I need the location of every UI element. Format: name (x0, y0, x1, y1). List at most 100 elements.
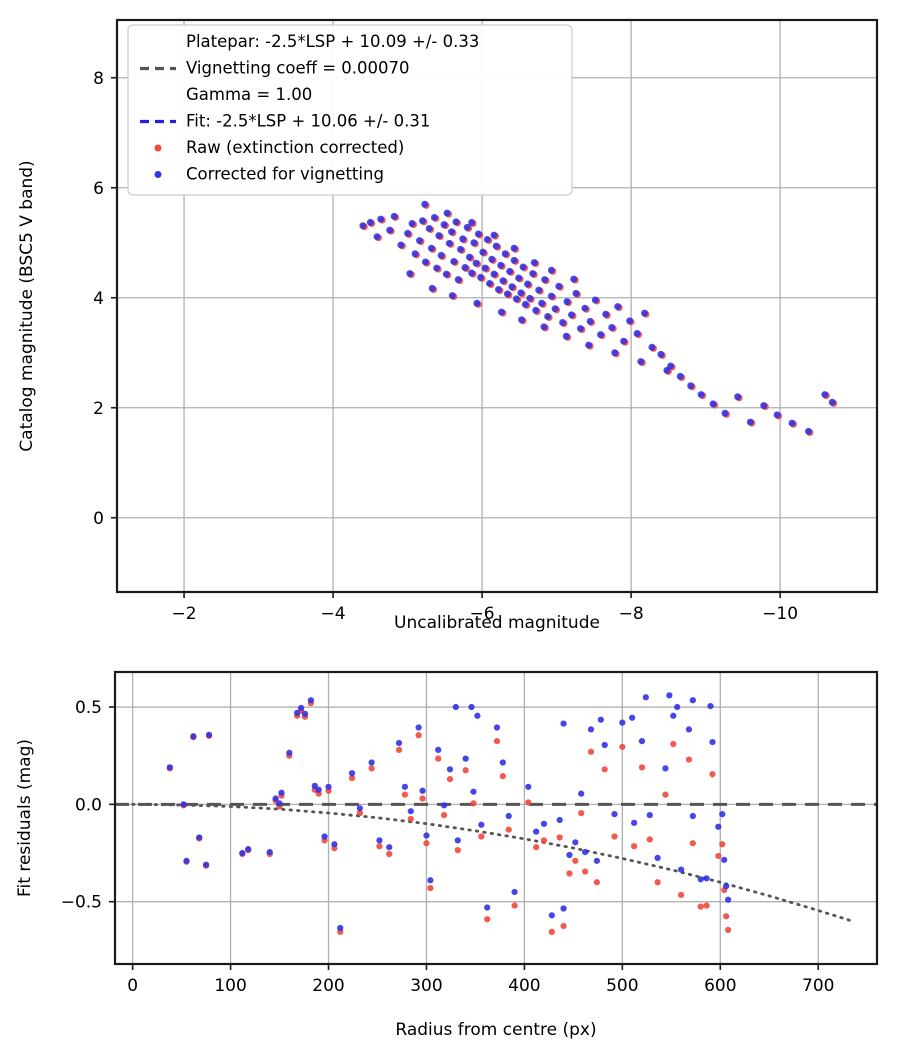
data-point (472, 259, 480, 267)
data-point (470, 788, 477, 795)
data-point (677, 866, 685, 873)
data-point (760, 402, 768, 410)
legend-label: Corrected for vignetting (186, 165, 384, 184)
data-point (821, 391, 829, 399)
data-point (641, 309, 649, 317)
data-point (707, 702, 714, 710)
data-point (525, 783, 532, 790)
data-point (321, 833, 328, 840)
data-point (183, 857, 190, 864)
data-point (325, 783, 332, 790)
data-point (473, 299, 481, 307)
data-point (435, 232, 443, 240)
data-point (654, 854, 661, 862)
data-point (497, 308, 505, 316)
data-point (423, 832, 430, 839)
data-point (540, 820, 548, 827)
data-point (442, 270, 450, 278)
data-point (421, 258, 429, 266)
data-point (506, 267, 514, 275)
data-point (377, 215, 385, 223)
data-point (419, 217, 426, 225)
data-point (435, 755, 442, 762)
data-point (245, 846, 252, 853)
data-point (719, 810, 726, 818)
vignetting-curve (131, 802, 854, 923)
data-point (490, 231, 498, 239)
data-point (657, 350, 665, 358)
top-tick-labels: −2 −4 −6 −8 −10 0 2 4 6 8 (93, 69, 798, 624)
data-point (492, 242, 500, 250)
legend-background (127, 24, 573, 196)
data-point (532, 306, 540, 314)
data-point (721, 409, 729, 417)
data-point (407, 808, 414, 815)
data-point (446, 775, 454, 783)
data-point (662, 791, 669, 798)
data-point (331, 841, 338, 848)
data-point (427, 244, 435, 252)
data-point (419, 787, 426, 794)
data-point (497, 261, 505, 269)
data-point (540, 837, 548, 844)
data-point (591, 296, 599, 304)
data-point (286, 749, 293, 756)
bottom-xtick-label: 0 (127, 976, 138, 996)
data-point (463, 223, 471, 231)
data-point (587, 726, 595, 733)
data-point (359, 222, 367, 230)
data-point (629, 714, 636, 721)
data-point (525, 799, 532, 806)
data-point (180, 801, 187, 808)
data-point (685, 726, 693, 733)
data-point (465, 253, 473, 261)
top-xtick-label: −6 (470, 604, 495, 624)
data-point (689, 840, 696, 847)
data-point (725, 926, 732, 934)
data-point (474, 712, 481, 719)
data-point (368, 759, 375, 766)
data-point (697, 903, 704, 910)
data-point (674, 703, 681, 711)
bottom-plot-frame (113, 670, 879, 966)
data-point (481, 264, 489, 272)
data-point (642, 694, 649, 701)
data-point (611, 810, 618, 818)
legend-dot-marker (154, 171, 162, 178)
bottom-xaxis-title: Radius from centre (px) (395, 1020, 596, 1040)
data-point (633, 330, 641, 337)
data-point (746, 418, 754, 426)
data-point (614, 303, 622, 311)
data-point (416, 237, 423, 245)
data-point (524, 280, 532, 288)
data-point (239, 849, 246, 857)
data-point (512, 295, 520, 303)
data-point (478, 821, 485, 828)
data-point (662, 765, 669, 772)
data-point (677, 891, 685, 899)
data-point (470, 239, 478, 247)
data-point (301, 710, 309, 717)
data-point (723, 913, 730, 920)
data-point (648, 343, 656, 351)
data-point (560, 905, 567, 912)
data-point (448, 228, 456, 236)
data-point (445, 239, 453, 247)
data-point (703, 875, 710, 882)
data-point (582, 868, 589, 875)
data-point (535, 286, 543, 294)
data-point (619, 743, 626, 751)
legend-dot-marker (154, 144, 162, 152)
magnitude-calibration-panel: −2 −4 −6 −8 −10 0 2 4 6 8 Uncalibrated magnitude … (17, 18, 879, 633)
data-point (572, 857, 579, 864)
data-point (709, 400, 717, 408)
bottom-tick-labels: 0 100 200 300 400 500 600 700 −0.5 0.0 0.5 (61, 698, 835, 996)
data-point (490, 270, 498, 278)
data-point (440, 221, 448, 229)
data-point (427, 884, 434, 892)
data-point (166, 764, 173, 771)
data-point (526, 294, 534, 302)
top-xtick-label: −8 (619, 604, 644, 624)
data-point (401, 783, 409, 790)
